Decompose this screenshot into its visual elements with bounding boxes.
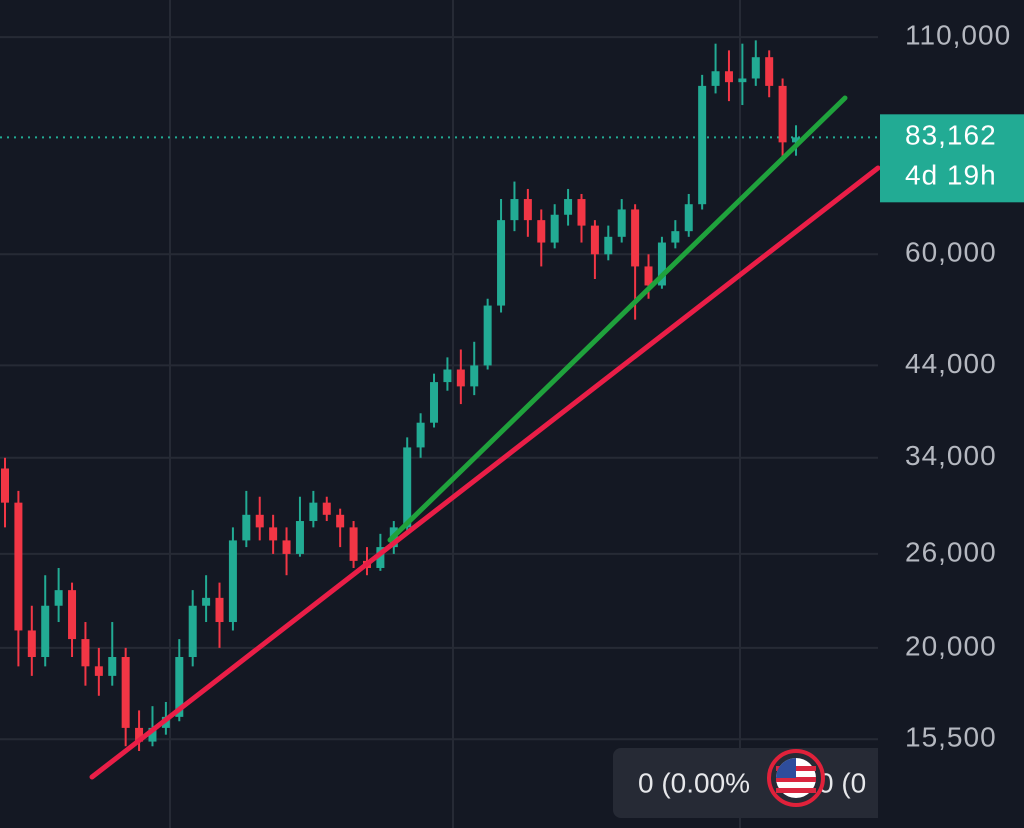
candle-body xyxy=(309,502,318,522)
candle-body xyxy=(27,630,36,658)
y-tick-label: 44,000 xyxy=(905,348,997,379)
candle-body xyxy=(510,199,519,221)
candle-body xyxy=(14,502,23,631)
grid xyxy=(0,36,878,741)
flag-canton xyxy=(776,758,796,778)
candle-body xyxy=(443,369,452,383)
candle-body xyxy=(497,220,506,306)
candle-body xyxy=(671,231,680,243)
candle-body xyxy=(269,527,278,541)
candle-body xyxy=(41,605,50,658)
candle-body xyxy=(175,657,184,717)
y-tick-label: 110,000 xyxy=(905,19,1011,50)
flag-stripe xyxy=(776,777,816,782)
candle-body xyxy=(765,57,774,86)
y-tick-label: 60,000 xyxy=(905,237,997,268)
y-tick-label: 26,000 xyxy=(905,536,997,567)
status-box: 0 (0.00% 0 (0 xyxy=(613,748,878,818)
candle-body xyxy=(456,369,465,387)
candle-body xyxy=(403,447,412,528)
trend-line-red xyxy=(89,165,881,780)
candle-body xyxy=(416,422,425,448)
y-tick-label: 15,500 xyxy=(905,722,997,753)
candle-body xyxy=(590,225,599,255)
candle-body xyxy=(550,214,559,243)
candle-body xyxy=(644,266,653,286)
candle-body xyxy=(604,236,613,255)
y-tick-label: 20,000 xyxy=(905,630,997,661)
candle-body xyxy=(537,220,546,243)
candle-body xyxy=(711,71,720,86)
status-change-2: 0 (0 xyxy=(818,767,866,798)
candle-body xyxy=(322,502,331,515)
price-tag xyxy=(880,114,1024,203)
candle-body xyxy=(215,597,224,623)
candle-body xyxy=(1,468,9,503)
candle-body xyxy=(94,666,103,676)
candle-body xyxy=(657,242,666,286)
candle-body xyxy=(792,137,800,143)
candle-body xyxy=(523,199,532,221)
candle-body xyxy=(349,527,358,561)
price-tag-label: 83,162 xyxy=(905,120,997,151)
candle-body xyxy=(631,209,640,267)
countdown-label: 4d 19h xyxy=(905,160,997,191)
flag-stripe xyxy=(776,788,816,793)
candle-body xyxy=(68,590,77,640)
candle-body xyxy=(54,590,63,606)
candle-body xyxy=(430,382,439,423)
candles xyxy=(1,40,800,752)
candle-body xyxy=(242,514,251,541)
candle-body xyxy=(295,521,304,554)
candle-body xyxy=(751,57,760,79)
candle-body xyxy=(778,85,787,143)
candle-body xyxy=(282,540,291,554)
candle-body xyxy=(564,199,573,215)
candle-body xyxy=(81,639,90,667)
candle-body xyxy=(336,514,345,528)
candle-body xyxy=(376,547,385,568)
candle-body xyxy=(724,71,733,83)
candle-body xyxy=(202,597,211,606)
price-axis: 110,000 60,000 44,000 34,000 26,000 20,000 15,… xyxy=(880,19,1024,753)
candle-body xyxy=(121,657,130,728)
candle-body xyxy=(698,85,707,205)
candle-body xyxy=(483,305,492,366)
trend-line-green xyxy=(387,95,848,543)
candle-body xyxy=(228,540,237,623)
candle-body xyxy=(470,365,479,387)
candle-body xyxy=(617,209,626,237)
candle-body xyxy=(255,514,264,528)
y-tick-label: 34,000 xyxy=(905,440,997,471)
candle-body xyxy=(738,78,747,83)
candle-body xyxy=(148,727,157,742)
candle-body xyxy=(684,204,693,232)
candle-body xyxy=(188,605,197,658)
candle-body xyxy=(577,199,586,226)
candle-body xyxy=(108,657,117,676)
status-change: 0 (0.00% xyxy=(638,767,750,798)
candle-body xyxy=(135,727,144,742)
